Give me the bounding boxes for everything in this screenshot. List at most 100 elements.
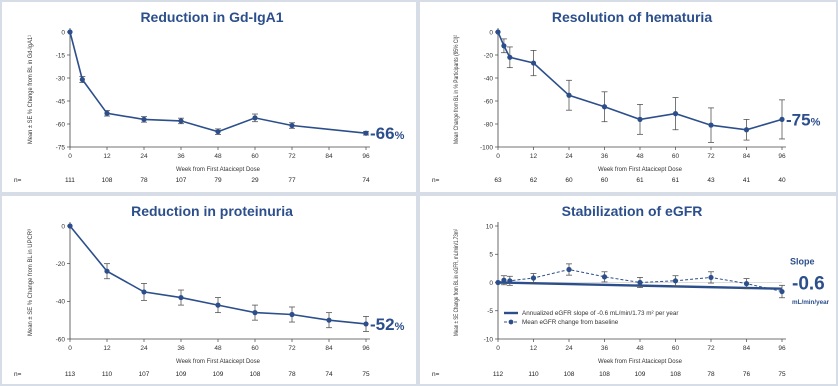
data-point (530, 275, 537, 281)
x-tick-label: 0 (496, 345, 500, 352)
n-value: 111 (65, 177, 75, 184)
x-tick-label: 48 (636, 153, 644, 160)
n-value: 62 (530, 177, 538, 184)
x-tick-label: 48 (636, 345, 644, 352)
x-tick-label: 24 (140, 345, 148, 352)
data-point (326, 317, 332, 323)
x-tick-label: 36 (601, 345, 609, 352)
n-value: 43 (707, 177, 715, 184)
data-point (178, 294, 184, 301)
n-row-label: n= (432, 371, 440, 378)
x-tick-label: 84 (743, 345, 751, 352)
y-tick-label: -45 (56, 98, 66, 105)
n-row-label: n= (14, 177, 22, 184)
legend-marker (508, 319, 514, 325)
legend-label: Annualized eGFR slope of -0.6 mL/min/1.7… (522, 310, 678, 317)
x-tick-label: 96 (778, 153, 786, 160)
n-value: 41 (743, 177, 751, 184)
x-tick-label: 0 (68, 345, 72, 352)
n-value: 75 (362, 371, 370, 378)
data-point (601, 274, 608, 280)
n-value: 108 (670, 371, 681, 378)
n-row-label: n= (14, 371, 22, 378)
x-tick-label: 72 (707, 153, 715, 160)
x-tick-label: 84 (325, 153, 333, 160)
x-tick-label: 24 (565, 345, 573, 352)
n-value: 74 (325, 371, 333, 378)
y-tick-label: -40 (484, 75, 494, 82)
data-point (67, 29, 73, 35)
n-value: 63 (494, 177, 502, 184)
n-value: 108 (564, 371, 575, 378)
y-tick-label: -60 (56, 336, 66, 343)
n-value: 29 (251, 177, 259, 184)
y-tick-label: 0 (489, 29, 493, 36)
n-value: 75 (778, 371, 786, 378)
y-tick-label: -20 (56, 261, 66, 268)
slope-value: -0.6 (792, 273, 825, 294)
n-value: 108 (102, 177, 113, 184)
x-tick-label: 36 (601, 153, 609, 160)
n-value: 78 (707, 371, 715, 378)
y-tick-label: -30 (56, 75, 66, 82)
y-tick-label: 0 (489, 280, 493, 287)
data-point (779, 116, 785, 122)
slope-unit: mL/min/year (792, 299, 830, 306)
n-value: 108 (599, 371, 610, 378)
y-tick-label: -60 (484, 98, 494, 105)
chart-title: Reduction in proteinuria (131, 203, 293, 219)
callout: -75% (786, 110, 821, 129)
callout-unit: % (395, 130, 405, 142)
x-tick-label: 12 (530, 153, 538, 160)
y-tick-label: -100 (480, 144, 493, 151)
n-value: 109 (213, 371, 224, 378)
x-tick-label: 48 (214, 345, 222, 352)
data-point (215, 302, 221, 308)
x-tick-label: 48 (214, 153, 222, 160)
chart-title: Resolution of hematuria (552, 9, 712, 25)
data-point (495, 29, 501, 35)
panel-proteinuria: Reduction in proteinuria 0 -20 -40 -60 0 12 24 3… (2, 196, 416, 384)
n-value: 113 (65, 371, 76, 378)
y-tick-label: 0 (61, 223, 65, 230)
x-tick-label: 96 (362, 153, 370, 160)
n-value: 61 (672, 177, 680, 184)
n-value: 40 (778, 177, 786, 184)
data-point (104, 110, 110, 116)
data-point (507, 54, 513, 60)
y-tick-label: -40 (56, 299, 66, 306)
x-axis-label: Week from First Atacicept Dose (598, 167, 683, 173)
x-tick-label: 72 (288, 153, 296, 160)
data-point (743, 281, 750, 287)
x-tick-label: 24 (140, 153, 148, 160)
y-tick-label: -20 (484, 52, 494, 59)
x-axis-label: Week from First Atacicept Dose (176, 167, 261, 173)
y-axis-label: Mean ± SE Change from BL in eGFR, mL/min… (454, 229, 460, 336)
data-point (363, 321, 369, 327)
slope-label: Slope (790, 256, 815, 266)
data-point (289, 122, 295, 129)
y-tick-label: -75 (56, 144, 66, 151)
x-tick-label: 84 (743, 153, 751, 160)
x-axis-label: Week from First Atacicept Dose (598, 359, 683, 365)
legend-label: Mean eGFR change from baseline (522, 319, 619, 326)
x-tick-label: 84 (325, 345, 333, 352)
n-value: 74 (362, 177, 370, 184)
chart-title: Reduction in Gd-IgA1 (140, 9, 283, 25)
data-point (566, 266, 572, 273)
y-tick-label: 5 (489, 252, 493, 259)
n-value: 109 (176, 371, 187, 378)
x-tick-label: 12 (103, 345, 111, 352)
n-value: 76 (743, 371, 751, 378)
data-point (141, 289, 147, 295)
n-value: 78 (140, 177, 148, 184)
chart-1: Resolution of hematuria 0 -20 -40 -60 -80 -100… (432, 9, 821, 184)
y-axis-label: Mean ± SE % Change from BL in UPCR³ (28, 229, 34, 336)
callout: -52% (370, 315, 405, 334)
callout-value: -66 (370, 124, 395, 143)
data-point (743, 127, 750, 133)
n-value: 60 (565, 177, 573, 184)
x-axis-label: Week from First Atacicept Dose (176, 359, 261, 365)
